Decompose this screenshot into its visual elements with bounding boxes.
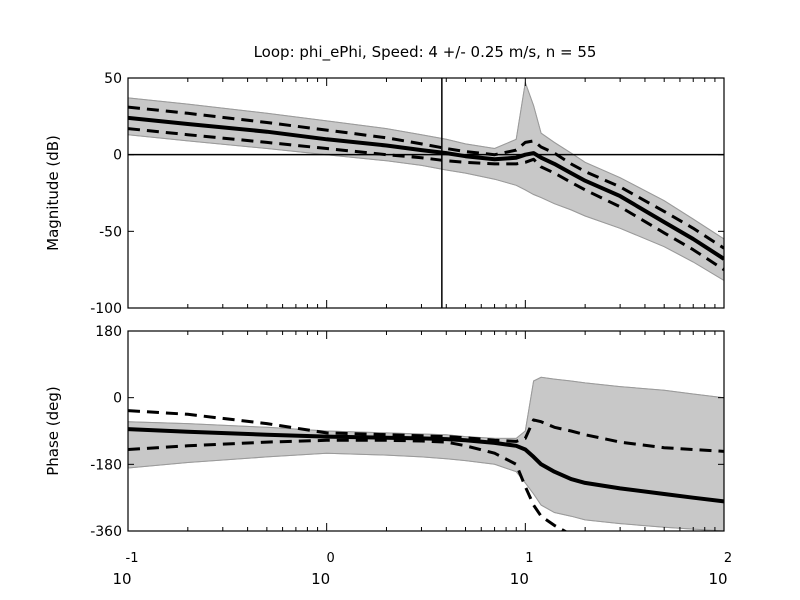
x-tick-label-exponent: 1 xyxy=(525,551,533,566)
x-tick-label-base: 10 xyxy=(708,570,727,588)
x-tick-label-exponent: 2 xyxy=(724,551,732,566)
magnitude-axis-ticks: 50 0 -50 -100 xyxy=(90,71,724,317)
x-tick-label-exponent: 0 xyxy=(327,551,335,566)
chart-title: Loop: phi_ePhi, Speed: 4 +/- 0.25 m/s, n… xyxy=(254,43,597,62)
x-axis-tick-labels: 10 -1 10 0 10 1 10 2 xyxy=(112,551,732,588)
y-tick-label: -360 xyxy=(90,524,122,540)
x-tick-label-base: 10 xyxy=(311,570,330,588)
phase-sample-envelope xyxy=(128,376,724,531)
x-tick-label-base: 10 xyxy=(112,570,131,588)
y-tick-label: -180 xyxy=(90,457,122,473)
upper-response-line xyxy=(128,105,724,250)
phase-panel: 180 0 -180 -360 Phase (deg) xyxy=(44,324,725,540)
sample-envelope-lower-line xyxy=(128,134,724,281)
magnitude-ylabel: Magnitude (dB) xyxy=(44,135,62,251)
lower-response-line xyxy=(128,127,724,271)
sample-envelope-area xyxy=(128,376,724,531)
mean-response-line xyxy=(128,115,724,261)
magnitude-sample-envelope xyxy=(128,80,724,281)
y-tick-label: -50 xyxy=(99,224,122,240)
x-tick-label-base: 10 xyxy=(510,570,529,588)
mean-response-line xyxy=(128,427,724,504)
phase-ylabel: Phase (deg) xyxy=(44,386,62,476)
y-tick-label: 0 xyxy=(113,391,122,407)
phase-plot-frame xyxy=(127,330,725,532)
y-tick-label: 50 xyxy=(104,71,122,87)
sample-envelope-area xyxy=(128,80,724,281)
sample-envelope-upper-line xyxy=(128,80,724,240)
y-tick-label: 180 xyxy=(95,324,122,340)
y-tick-label: 0 xyxy=(113,148,122,164)
magnitude-series-group xyxy=(128,78,724,308)
phase-axis-ticks: 180 0 -180 -360 xyxy=(90,324,724,540)
y-tick-label: -100 xyxy=(90,301,122,317)
magnitude-panel: 50 0 -50 -100 Magnitude (dB) xyxy=(44,71,725,317)
lower-response-line xyxy=(128,438,568,531)
sample-envelope-upper-line xyxy=(128,376,724,439)
x-tick-label-exponent: -1 xyxy=(126,551,139,566)
upper-response-line xyxy=(128,409,724,453)
magnitude-plot-frame xyxy=(127,77,725,309)
phase-series-group xyxy=(128,409,724,531)
